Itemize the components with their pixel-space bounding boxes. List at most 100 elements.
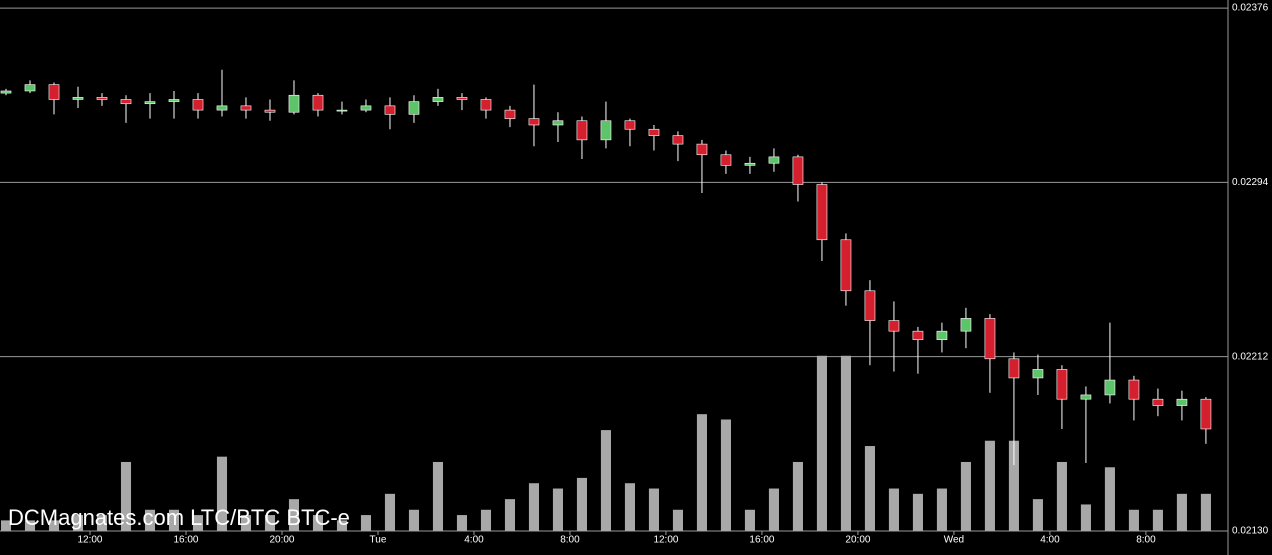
x-tick-label: 20:00 bbox=[269, 535, 294, 546]
volume-bar bbox=[1104, 467, 1115, 531]
x-tick-label: 16:00 bbox=[749, 535, 774, 546]
volume-bar bbox=[144, 509, 156, 531]
volume-bar bbox=[528, 483, 540, 531]
volume-bar bbox=[744, 509, 755, 531]
volume-bar bbox=[912, 493, 923, 531]
volume-bar bbox=[0, 520, 12, 531]
candle-body bbox=[1080, 394, 1092, 400]
volume-bar bbox=[1176, 493, 1187, 531]
x-tick-label: 20:00 bbox=[845, 535, 870, 546]
volume-bar bbox=[120, 461, 132, 531]
x-tick-label: Wed bbox=[944, 535, 964, 546]
volume-bar bbox=[48, 520, 60, 531]
y-tick-label: 0.02294 bbox=[1232, 177, 1269, 188]
x-tick-label: 16:00 bbox=[173, 535, 198, 546]
candle-body bbox=[480, 99, 492, 111]
volume-bar bbox=[960, 461, 971, 531]
volume-bar bbox=[288, 499, 300, 531]
candle-body bbox=[216, 105, 228, 111]
volume-bar bbox=[96, 515, 108, 531]
candle-body bbox=[120, 99, 132, 105]
candle-body bbox=[1200, 398, 1212, 430]
x-tick-label: 12:00 bbox=[653, 535, 678, 546]
candle-body bbox=[0, 90, 12, 94]
volume-bar bbox=[696, 414, 707, 531]
volume-bar bbox=[1008, 440, 1019, 531]
volume-bar bbox=[600, 430, 612, 531]
candle-body bbox=[504, 109, 516, 119]
volume-bar bbox=[504, 499, 516, 531]
candle-body bbox=[528, 118, 540, 126]
volume-bar bbox=[864, 446, 875, 531]
candle-body bbox=[912, 330, 924, 340]
candle-body bbox=[1104, 379, 1116, 396]
candle-body bbox=[600, 120, 612, 141]
candle-body bbox=[1056, 369, 1068, 400]
volume-bar bbox=[312, 515, 324, 531]
candle-body bbox=[192, 99, 204, 111]
candle-body bbox=[144, 101, 156, 105]
volume-bar bbox=[576, 477, 588, 531]
candle-body bbox=[936, 330, 948, 340]
candle-body bbox=[1032, 369, 1044, 379]
candle-body bbox=[168, 99, 180, 102]
candle-body bbox=[96, 97, 108, 100]
candle-body bbox=[672, 135, 684, 145]
volume-bar bbox=[1200, 493, 1211, 531]
candle-body bbox=[816, 184, 828, 241]
candle-body bbox=[72, 97, 84, 100]
candle-body bbox=[1008, 358, 1020, 379]
volume-bar bbox=[624, 483, 635, 531]
volume-bar bbox=[456, 515, 468, 531]
volume-bar bbox=[24, 520, 36, 531]
candle-body bbox=[1152, 398, 1164, 406]
candle-body bbox=[888, 320, 900, 332]
volume-bar bbox=[360, 515, 372, 531]
candle-body bbox=[288, 94, 300, 113]
volume-bar bbox=[552, 488, 564, 531]
candle-body bbox=[312, 94, 324, 111]
candle-body bbox=[240, 105, 252, 111]
volume-bar bbox=[792, 461, 803, 531]
y-tick-label: 0.02212 bbox=[1232, 351, 1269, 362]
candle-body bbox=[576, 120, 588, 141]
candle-body bbox=[744, 162, 756, 166]
volume-bar bbox=[264, 515, 276, 531]
candle-body bbox=[984, 318, 996, 360]
x-tick-label: 4:00 bbox=[464, 535, 484, 546]
x-tick-label: 12:00 bbox=[77, 535, 102, 546]
volume-bar bbox=[936, 488, 947, 531]
volume-bar bbox=[888, 488, 899, 531]
candle-body bbox=[792, 156, 804, 185]
volume-bar bbox=[1056, 461, 1067, 531]
volume-bar bbox=[672, 509, 683, 531]
volume-bar bbox=[384, 493, 396, 531]
candle-body bbox=[360, 105, 372, 111]
candle-body bbox=[24, 84, 36, 92]
volume-bar bbox=[192, 515, 204, 531]
volume-bar bbox=[240, 515, 252, 531]
volume-bar bbox=[816, 355, 827, 531]
volume-bar bbox=[168, 509, 180, 531]
x-tick-label: 4:00 bbox=[1040, 535, 1060, 546]
y-tick-label: 0.02376 bbox=[1232, 3, 1269, 14]
candle-body bbox=[48, 84, 60, 100]
candle-body bbox=[648, 128, 660, 136]
candle-body bbox=[960, 318, 972, 332]
volume-bar bbox=[432, 461, 444, 531]
volume-bar bbox=[216, 456, 228, 531]
volume-bar bbox=[1152, 509, 1163, 531]
candle-body bbox=[768, 156, 780, 164]
volume-bar bbox=[1032, 499, 1043, 531]
volume-bar bbox=[336, 520, 348, 531]
volume-bar bbox=[408, 509, 420, 531]
candle-body bbox=[432, 97, 444, 102]
volume-bar bbox=[720, 419, 731, 531]
volume-bar bbox=[840, 355, 851, 531]
candle-body bbox=[696, 143, 708, 156]
candle-body bbox=[1128, 379, 1140, 400]
candle-body bbox=[408, 101, 420, 115]
candle-body bbox=[624, 120, 636, 130]
